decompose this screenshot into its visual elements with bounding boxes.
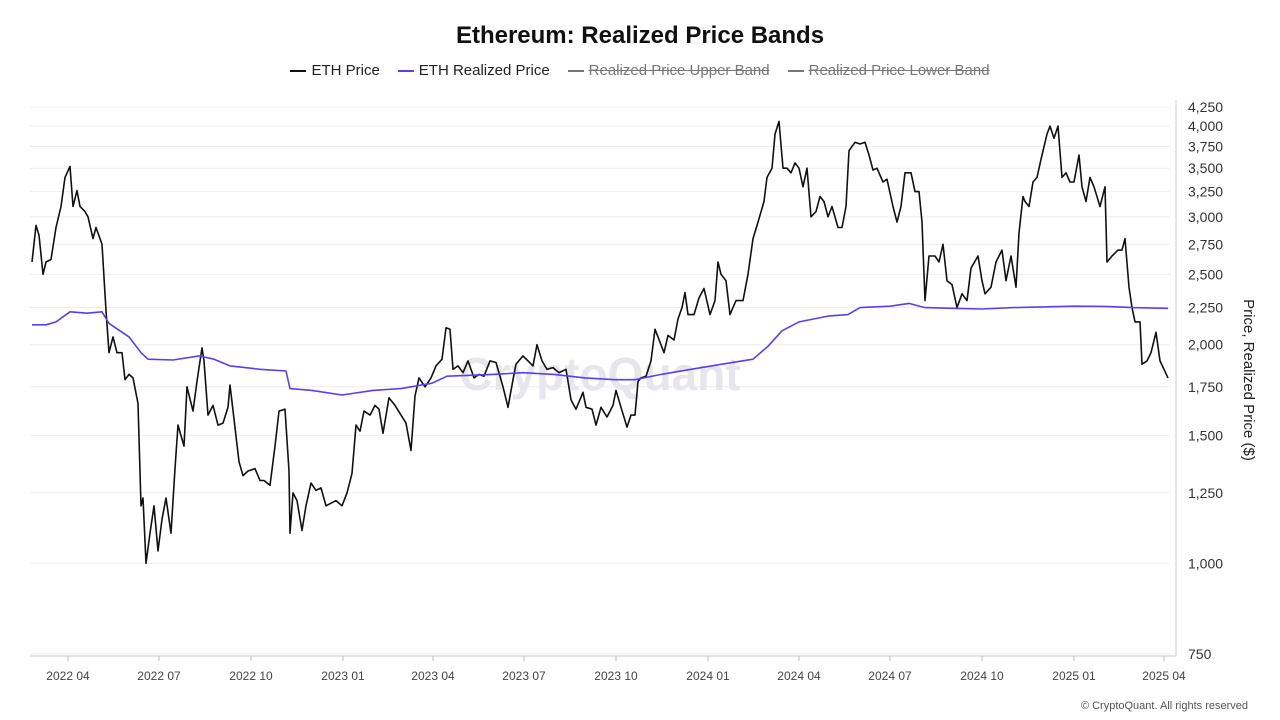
y-tick-label: 1,750 — [1188, 379, 1223, 395]
y-tick-label: 750 — [1188, 646, 1212, 662]
x-tick-label: 2024 07 — [868, 669, 912, 683]
legend-swatch — [787, 69, 804, 72]
y-tick-label: 1,500 — [1188, 427, 1223, 443]
legend-swatch — [567, 69, 584, 72]
x-tick-label: 2024 10 — [960, 669, 1004, 683]
legend-item-lower-band[interactable]: Realized Price Lower Band — [787, 62, 990, 79]
x-tick-label: 2024 04 — [777, 669, 821, 683]
y-axis-label: Price, Realized Price ($) — [1240, 299, 1257, 461]
x-tick-label: 2023 10 — [594, 669, 638, 683]
x-tick-label: 2025 04 — [1142, 669, 1186, 683]
x-tick-label: 2022 10 — [229, 669, 273, 683]
legend-label: Realized Price Upper Band — [588, 62, 770, 79]
copyright-footer: © CryptoQuant. All rights reserved — [1080, 700, 1248, 712]
legend-swatch — [397, 69, 414, 72]
series-line-realized-price — [32, 302, 1169, 396]
y-tick-label: 4,000 — [1188, 118, 1223, 134]
x-tick-label: 2024 01 — [686, 669, 730, 683]
x-tick-label: 2022 04 — [46, 669, 90, 683]
y-tick-label: 3,750 — [1188, 138, 1223, 154]
y-tick-label: 3,000 — [1188, 209, 1223, 225]
y-tick-label: 2,750 — [1188, 236, 1223, 252]
y-tick-label: 1,250 — [1188, 485, 1223, 501]
y-tick-label: 4,250 — [1188, 99, 1223, 115]
legend-label: ETH Realized Price — [418, 62, 550, 79]
legend-item-eth-price[interactable]: ETH Price — [290, 62, 380, 79]
y-tick-label: 2,000 — [1188, 337, 1223, 353]
y-tick-label: 3,250 — [1188, 184, 1223, 200]
legend-item-realized-price[interactable]: ETH Realized Price — [397, 62, 550, 79]
legend-label: Realized Price Lower Band — [808, 62, 990, 79]
y-tick-label: 3,500 — [1188, 160, 1223, 176]
y-tick-label: 1,000 — [1188, 555, 1223, 571]
legend-label: ETH Price — [311, 62, 380, 79]
y-tick-label: 2,250 — [1188, 300, 1223, 316]
y-tick-label: 2,500 — [1188, 266, 1223, 282]
x-tick-label: 2025 01 — [1052, 669, 1096, 683]
x-tick-label: 2023 01 — [321, 669, 365, 683]
legend: ETH Price ETH Realized Price Realized Pr… — [0, 62, 1280, 79]
legend-swatch — [290, 69, 307, 72]
series-line-eth-price — [31, 120, 1169, 565]
chart-title: Ethereum: Realized Price Bands — [455, 22, 825, 49]
x-tick-label: 2023 04 — [411, 669, 455, 683]
legend-item-upper-band[interactable]: Realized Price Upper Band — [567, 62, 770, 79]
x-tick-label: 2022 07 — [137, 669, 181, 683]
x-tick-label: 2023 07 — [502, 669, 546, 683]
